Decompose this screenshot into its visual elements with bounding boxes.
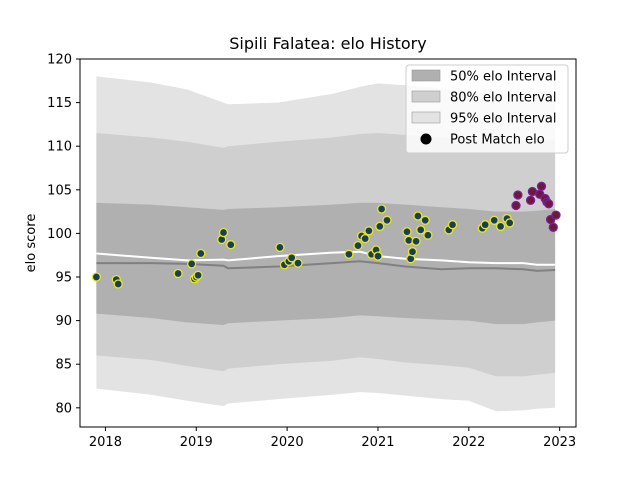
post-match-elo-point (344, 249, 354, 259)
post-match-elo-point (411, 236, 421, 246)
legend-label: Post Match elo (450, 133, 545, 148)
y-tick-label: 100 (47, 227, 72, 242)
x-tick-label: 2022 (452, 435, 485, 450)
post-match-elo-point (495, 221, 506, 232)
legend-marker (420, 133, 432, 145)
post-match-elo-point (480, 220, 490, 230)
post-match-elo-point (489, 215, 499, 225)
axes: 2018 2019 2020 2021 2022 2023 80 85 90 95 100 105 11… (47, 53, 577, 450)
post-match-elo-point (293, 258, 303, 268)
post-match-elo-point (551, 210, 561, 220)
post-match-elo-point (173, 268, 183, 279)
post-match-elo-point (187, 259, 197, 269)
legend-label: 50% elo Interval (450, 70, 557, 85)
y-tick-label: 115 (47, 96, 72, 111)
legend-box (405, 64, 569, 154)
post-match-elo-point (402, 227, 412, 237)
post-match-elo-point (196, 248, 206, 259)
post-match-elo-point (505, 218, 515, 228)
legend-swatch (411, 111, 441, 124)
median-elo-line (96, 260, 556, 272)
post-match-elo-point (382, 215, 392, 225)
post-match-elo-point (536, 181, 547, 191)
legend-swatch (411, 90, 441, 103)
post-match-elo-point (407, 247, 418, 257)
y-tick-label: 105 (47, 183, 72, 198)
post-match-elo-point (376, 204, 387, 214)
post-match-elo-point (548, 222, 558, 232)
post-match-elo-point (91, 272, 102, 282)
x-tick-label: 2019 (180, 435, 213, 450)
post-match-elo-point (525, 195, 536, 205)
post-match-elo-point (226, 240, 236, 250)
legend-swatch (411, 69, 441, 82)
post-match-elo-point (447, 220, 458, 230)
post-match-elo-point (544, 199, 554, 209)
post-match-elo-point (275, 242, 285, 253)
post-match-elo-point (513, 190, 523, 200)
post-match-elo-point (413, 211, 423, 221)
y-tick-label: 95 (55, 271, 72, 286)
x-tick-label: 2018 (89, 435, 122, 450)
post-match-elo-point (423, 230, 433, 240)
post-match-elo-point (373, 251, 383, 261)
x-tick-label: 2020 (271, 435, 304, 450)
y-tick-label: 90 (55, 314, 72, 329)
legend: 50% elo Interval 80% elo Interval 95% elo … (405, 64, 569, 154)
post-match-elo-point (360, 233, 370, 244)
legend-label: 80% elo Interval (450, 91, 557, 106)
y-tick-label: 120 (47, 53, 72, 68)
post-match-elo-point (353, 240, 363, 251)
post-match-elo-point (364, 226, 374, 236)
post-match-elo-point (416, 225, 426, 235)
post-match-elo-point (218, 227, 229, 238)
plot-area (91, 76, 561, 412)
chart-title: Sipili Falatea: elo History (229, 34, 426, 53)
y-tick-label: 80 (55, 401, 72, 416)
post-match-elo-point (375, 221, 385, 232)
post-match-elo-point (113, 279, 123, 289)
post-match-elo-point (511, 200, 521, 211)
axes-frame (79, 58, 577, 428)
y-tick-label: 85 (55, 358, 72, 373)
x-tick-label: 2021 (361, 435, 394, 450)
legend-label: 95% elo Interval (450, 112, 557, 127)
x-tick-label: 2023 (543, 435, 576, 450)
y-axis-label: elo score (24, 214, 39, 273)
y-tick-label: 110 (47, 140, 72, 155)
post-match-elo-point (287, 253, 297, 263)
post-match-elo-point (420, 215, 430, 225)
post-match-elo-point (193, 270, 203, 280)
